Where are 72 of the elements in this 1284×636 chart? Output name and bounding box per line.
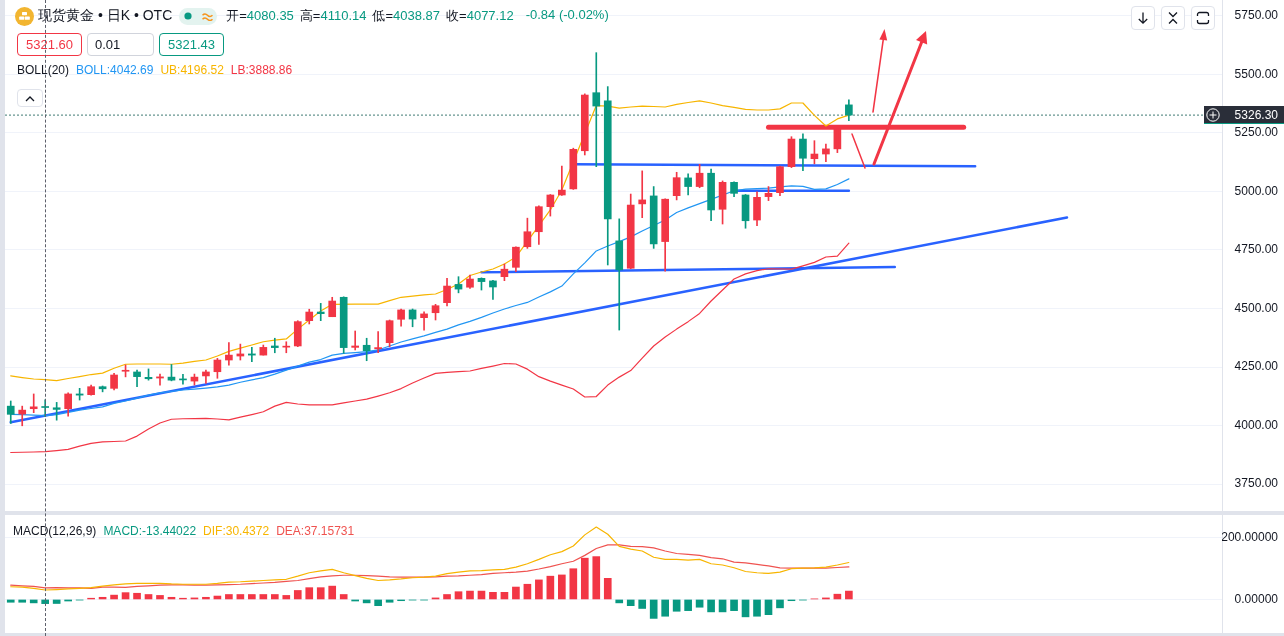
bar xyxy=(845,590,853,600)
annotation: 低=4038.87 xyxy=(372,8,441,23)
bar xyxy=(156,595,164,600)
bar xyxy=(672,599,681,612)
bar xyxy=(443,594,451,600)
y-tick-label: 5000.00 xyxy=(1234,183,1279,198)
annotation: -0.84 (-0.02%) xyxy=(525,7,609,24)
legend-title: MACD(12,26,9) xyxy=(13,523,97,538)
y-tick-label: 200.00000 xyxy=(1221,529,1279,544)
bar xyxy=(144,594,153,600)
bar xyxy=(316,587,325,600)
text: UB:4196.52 xyxy=(160,62,224,77)
legend-title: BOLL(20) xyxy=(17,62,70,77)
y-tick-label: 0.00000 xyxy=(1234,591,1279,606)
bar xyxy=(121,592,130,600)
bar xyxy=(454,591,463,600)
bar xyxy=(270,594,279,600)
bar xyxy=(374,599,382,606)
bar xyxy=(225,594,233,600)
bar xyxy=(638,599,647,609)
y-tick-label: 3750.00 xyxy=(1234,476,1279,491)
bar xyxy=(133,592,141,600)
bar xyxy=(558,574,566,600)
y-tick-label: 4500.00 xyxy=(1234,300,1279,315)
bar xyxy=(466,590,474,600)
bar xyxy=(248,594,256,600)
bar xyxy=(730,599,738,611)
bar xyxy=(282,595,291,600)
annotation: 0.01 xyxy=(87,33,154,56)
text: DEA:37.15731 xyxy=(276,523,355,538)
bar xyxy=(649,599,658,619)
bar xyxy=(305,587,314,600)
text: 5326.30 xyxy=(1204,106,1284,125)
text: BOLL:4042.69 xyxy=(76,62,154,77)
bar xyxy=(603,578,612,600)
bar xyxy=(489,591,497,600)
bar xyxy=(18,599,27,603)
annotation: 5321.43 xyxy=(159,33,224,56)
text: 现货黄金 • 日K • OTC xyxy=(38,7,173,25)
bar xyxy=(512,586,520,600)
bar xyxy=(385,599,394,603)
bar xyxy=(626,599,635,606)
bar xyxy=(259,594,268,600)
bar xyxy=(695,599,704,608)
bar xyxy=(293,590,302,600)
y-tick-label: 4000.00 xyxy=(1234,417,1279,432)
bar xyxy=(535,579,543,600)
y-tick-label: 5750.00 xyxy=(1234,8,1279,23)
bar xyxy=(707,599,715,613)
bar xyxy=(592,556,601,600)
bar xyxy=(580,557,589,600)
bar xyxy=(776,599,784,609)
bar xyxy=(684,599,692,611)
bar xyxy=(339,594,348,600)
annotation: 开=4080.35 xyxy=(226,8,294,23)
bar xyxy=(110,594,118,600)
bar xyxy=(569,568,578,600)
y-tick-label: 5250.00 xyxy=(1234,125,1279,140)
y-tick-label: 5500.00 xyxy=(1234,66,1279,81)
bar xyxy=(328,585,337,600)
bar xyxy=(6,599,15,603)
bar xyxy=(236,594,245,600)
text: MACD:-13.44022 xyxy=(103,523,197,538)
annotation: 高=4110.14 xyxy=(299,8,367,23)
y-tick-label: 4750.00 xyxy=(1234,242,1279,257)
y-tick-label: 4250.00 xyxy=(1234,359,1279,374)
text: DIF:30.4372 xyxy=(203,523,270,538)
text: LB:3888.86 xyxy=(230,62,293,77)
bar xyxy=(753,599,761,617)
annotation: 5321.60 xyxy=(17,33,82,56)
annotation: 收=4077.12 xyxy=(446,8,514,23)
bar xyxy=(661,599,669,617)
